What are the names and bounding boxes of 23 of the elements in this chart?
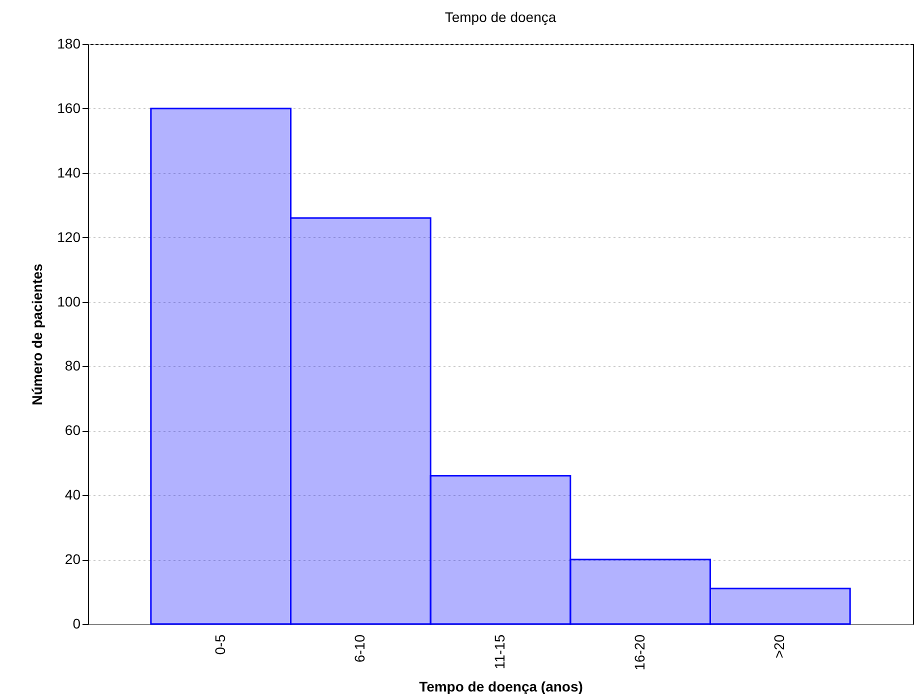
x-tick-label: 6-10 (352, 634, 368, 663)
y-tick-label: 80 (64, 358, 81, 374)
chart-title: Tempo de doença (444, 9, 556, 25)
x-axis-title: Tempo de doença (anos) (419, 678, 583, 694)
x-tick-label: 11-15 (492, 634, 508, 670)
y-tick-label: 100 (57, 293, 81, 310)
x-tick-label: >20 (771, 634, 788, 658)
bar (150, 108, 292, 625)
x-tick-label: 0-5 (212, 634, 228, 655)
y-tick-label: 0 (72, 616, 81, 632)
y-tick-label: 120 (57, 228, 81, 245)
x-tick-label: 16-20 (631, 634, 648, 670)
y-axis-title: Número de pacientes (29, 263, 46, 406)
y-tick-label: 160 (57, 100, 81, 116)
bar (570, 558, 711, 625)
bar (709, 588, 851, 625)
y-tick-label: 60 (64, 422, 81, 438)
y-tick-label: 180 (57, 36, 81, 52)
bar (430, 475, 572, 625)
y-tick-label: 40 (64, 486, 81, 503)
bar (290, 217, 432, 625)
y-tick-label: 140 (57, 164, 81, 180)
y-tick-label: 20 (64, 551, 81, 568)
